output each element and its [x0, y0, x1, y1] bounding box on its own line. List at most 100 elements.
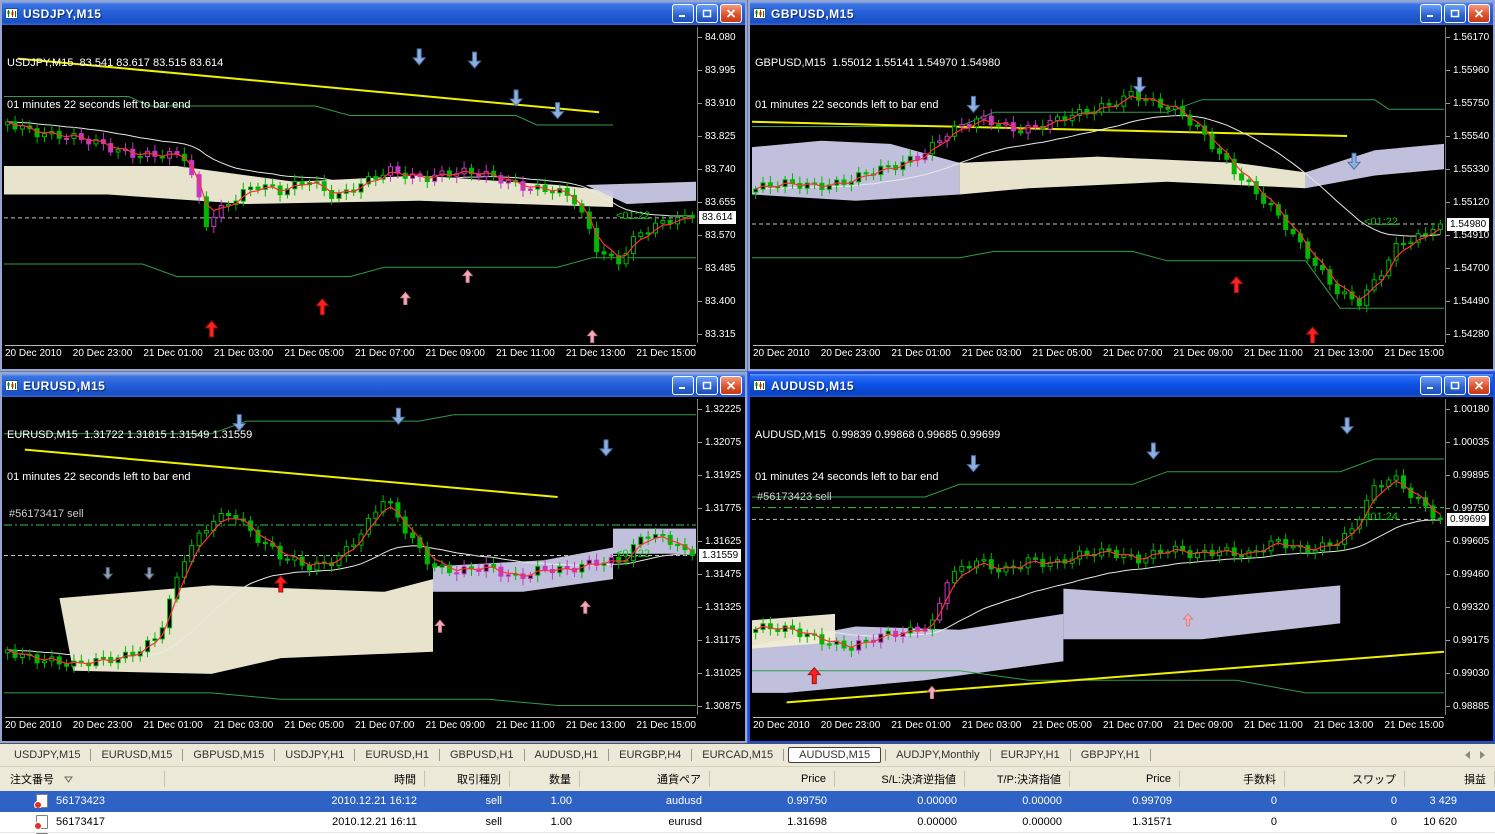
column-header[interactable]: Price [710, 771, 835, 787]
sort-descending-icon [64, 776, 73, 783]
time-label: 21 Dec 15:00 [636, 720, 696, 731]
chart-canvas[interactable]: USDJPY,M15 83.541 83.617 83.515 83.614 0… [2, 25, 745, 369]
tab-eurgbp-h4[interactable]: EURGBP,H4 [619, 749, 682, 761]
cell-volume: 1.00 [550, 816, 572, 828]
time-label: 21 Dec 07:00 [1102, 348, 1163, 359]
tab-eurusd-h1[interactable]: EURUSD,H1 [365, 749, 429, 761]
tab-audjpy-monthly[interactable]: AUDJPY,Monthly [896, 749, 980, 761]
bar-countdown-line: 01 minutes 24 seconds left to bar end [755, 471, 939, 483]
window-titlebar[interactable]: EURUSD,M15 [2, 374, 745, 397]
chart-canvas[interactable]: AUDUSD,M15 0.99839 0.99868 0.99685 0.996… [750, 397, 1493, 741]
price-tick: 1.31325 [698, 601, 741, 613]
close-button[interactable] [1468, 4, 1490, 23]
window-titlebar[interactable]: GBPUSD,M15 [750, 2, 1493, 25]
maximize-button[interactable] [1444, 4, 1466, 23]
window-titlebar[interactable]: USDJPY,M15 [2, 2, 745, 25]
cell-swap: 0 [1390, 816, 1397, 828]
chart-plot [4, 48, 696, 343]
order-ticket-icon [34, 815, 48, 829]
maximize-button[interactable] [1444, 376, 1466, 395]
time-label: 21 Dec 09:00 [1173, 720, 1234, 731]
cell-time: 2010.12.21 16:12 [331, 795, 417, 807]
column-header[interactable]: 数量 [510, 771, 580, 787]
countdown-label: <01:22 [616, 209, 650, 222]
tab-separator [90, 749, 92, 761]
time-label: 21 Dec 03:00 [961, 348, 1022, 359]
tab-usdjpy-m15[interactable]: USDJPY,M15 [14, 749, 81, 761]
maximize-button[interactable] [696, 376, 718, 395]
time-label: 20 Dec 23:00 [820, 720, 881, 731]
window-title: AUDUSD,M15 [771, 378, 855, 393]
column-header[interactable]: スワップ [1285, 771, 1405, 787]
tab-gbpjpy-h1[interactable]: GBPJPY,H1 [1080, 749, 1140, 761]
tab-separator [691, 749, 693, 761]
bar-countdown-line: 01 minutes 22 seconds left to bar end [7, 99, 191, 111]
price-tick: 1.54910 [1446, 229, 1489, 241]
column-header[interactable]: 手数料 [1180, 771, 1285, 787]
time-label: 21 Dec 03:00 [961, 720, 1022, 731]
chart-window-audusd-m15[interactable]: AUDUSD,M15 AUDUSD,M15 0.99839 0.99868 0.… [747, 371, 1495, 744]
time-label: 21 Dec 09:00 [425, 720, 486, 731]
chart-canvas[interactable]: EURUSD,M15 1.31722 1.31815 1.31549 1.315… [2, 397, 745, 741]
price-axis: 1.00180 1.00035 0.99895 0.99750 0.99605 0.994… [1445, 399, 1493, 715]
price-tick: 1.31175 [698, 634, 740, 646]
time-label: 21 Dec 15:00 [1384, 720, 1444, 731]
tab-gbpusd-h1[interactable]: GBPUSD,H1 [449, 749, 514, 761]
time-label: 21 Dec 03:00 [213, 348, 274, 359]
chart-window-gbpusd-m15[interactable]: GBPUSD,M15 GBPUSD,M15 1.55012 1.55141 1.… [748, 0, 1495, 371]
tab-audusd-h1[interactable]: AUDUSD,H1 [534, 749, 599, 761]
time-label: 21 Dec 13:00 [565, 348, 626, 359]
cell-symbol: eurusd [668, 816, 702, 828]
time-axis: 20 Dec 2010 20 Dec 23:00 21 Dec 01:00 21 De… [5, 717, 696, 735]
chart-ohlc-line: USDJPY,M15 83.541 83.617 83.515 83.614 [7, 57, 224, 69]
price-tick: 1.32225 [698, 403, 741, 415]
time-label: 20 Dec 2010 [5, 720, 62, 731]
window-titlebar[interactable]: AUDUSD,M15 [750, 374, 1493, 397]
time-label: 21 Dec 15:00 [636, 348, 696, 359]
tab-gbpusd-m15[interactable]: GBPUSD,M15 [193, 749, 265, 761]
chart-canvas[interactable]: GBPUSD,M15 1.55012 1.55141 1.54970 1.549… [750, 25, 1493, 369]
time-label: 21 Dec 01:00 [143, 720, 203, 731]
time-label: 21 Dec 13:00 [1313, 348, 1374, 359]
tabs-scroll-left-icon[interactable] [1465, 751, 1470, 759]
price-tick: 1.00180 [1446, 403, 1489, 415]
tab-usdjpy-h1[interactable]: USDJPY,H1 [285, 749, 345, 761]
price-tick: 1.31475 [698, 568, 741, 580]
chart-window-usdjpy-m15[interactable]: USDJPY,M15 USDJPY,M15 83.541 83.617 83.5… [0, 0, 747, 371]
tab-eurjpy-h1[interactable]: EURJPY,H1 [1000, 749, 1060, 761]
tab-eurusd-m15[interactable]: EURUSD,M15 [101, 749, 173, 761]
window-title: USDJPY,M15 [23, 6, 102, 21]
column-header[interactable]: 通貨ペア [580, 771, 710, 787]
column-header[interactable]: T/P:決済指値 [965, 771, 1070, 787]
orders-table-header: 注文番号 時間 取引種別 数量 通貨ペア Price S/L:決済逆指値 T/P:決済指値 Pr… [0, 767, 1495, 791]
tab-separator [1149, 749, 1151, 761]
tab-eurcad-m15[interactable]: EURCAD,M15 [702, 749, 774, 761]
minimize-button[interactable] [1420, 376, 1442, 395]
close-button[interactable] [720, 376, 742, 395]
column-header[interactable]: 損益 [1405, 771, 1495, 787]
column-header[interactable]: S/L:決済逆指値 [835, 771, 965, 787]
chart-window-eurusd-m15[interactable]: EURUSD,M15 EURUSD,M15 1.31722 1.31815 1.… [0, 372, 747, 743]
column-header[interactable]: 注文番号 [0, 771, 165, 787]
price-tick: 1.30875 [698, 700, 741, 712]
price-tick: 83.825 [698, 130, 736, 142]
close-button[interactable] [720, 4, 742, 23]
price-tick: 0.99460 [1446, 568, 1489, 580]
tab-separator [783, 749, 785, 761]
order-row-56173423[interactable]: 56173423 2010.12.21 16:12 sell 1.00 audusd 0.… [0, 791, 1495, 812]
minimize-button[interactable] [672, 376, 694, 395]
close-button[interactable] [1468, 376, 1490, 395]
price-tick: 1.00035 [1446, 436, 1489, 448]
column-header[interactable]: 時間 [165, 771, 425, 787]
maximize-button[interactable] [696, 4, 718, 23]
minimize-button[interactable] [672, 4, 694, 23]
minimize-button[interactable] [1420, 4, 1442, 23]
time-label: 21 Dec 05:00 [1032, 348, 1092, 359]
tabs-scroll-right-icon[interactable] [1480, 751, 1485, 759]
column-header[interactable]: Price [1070, 771, 1180, 787]
order-row-56173417[interactable]: 56173417 2010.12.21 16:11 sell 1.00 eurusd 1.… [0, 812, 1495, 833]
time-label: 21 Dec 15:00 [1384, 348, 1444, 359]
column-header[interactable]: 取引種別 [425, 771, 510, 787]
tab-audusd-m15[interactable]: AUDUSD,M15 [788, 747, 882, 763]
price-tick: 1.55330 [1446, 163, 1489, 175]
